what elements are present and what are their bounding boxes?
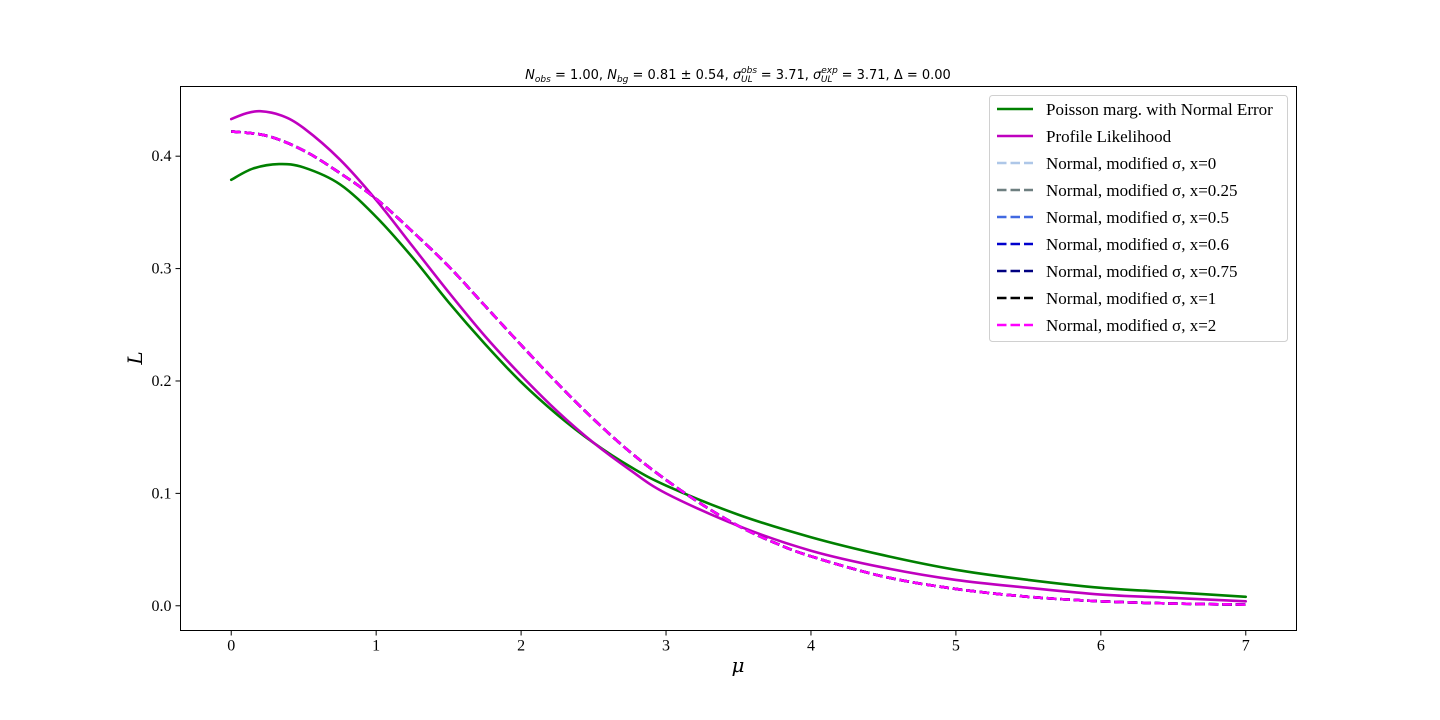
- legend-label-normal-modified-sigma-x-0-5: Normal, modified σ, x=0.5: [1046, 208, 1229, 227]
- title-sigma-exp-value: = 3.71,: [837, 68, 893, 83]
- title-n-bg-subscript: bg: [617, 75, 629, 85]
- y-tick-label: 0.3: [152, 261, 172, 278]
- x-tick-label: 5: [952, 638, 960, 655]
- title-n-obs-symbol: N: [525, 68, 535, 83]
- title-n-bg-symbol: N: [607, 68, 617, 83]
- x-tick-label: 3: [662, 638, 670, 655]
- legend-label-normal-modified-sigma-x-0-6: Normal, modified σ, x=0.6: [1046, 235, 1229, 254]
- y-tick-label: 0.0: [152, 598, 172, 615]
- x-tick-label: 7: [1242, 638, 1250, 655]
- y-tick-label: 0.1: [152, 485, 172, 502]
- legend-label-normal-modified-sigma-x-0-25: Normal, modified σ, x=0.25: [1046, 181, 1238, 200]
- legend: Poisson marg. with Normal Error Profile L…: [989, 95, 1288, 342]
- title-sigma-obs-superscript: obs: [741, 66, 757, 76]
- title-n-obs-value: = 1.00,: [551, 68, 607, 83]
- y-axis-label: L: [123, 351, 147, 365]
- x-axis-label: μ: [732, 653, 745, 677]
- title-sigma-obs-symbol: σ: [733, 68, 742, 83]
- legend-label-poisson-marg-with-normal-error: Poisson marg. with Normal Error: [1046, 100, 1273, 119]
- x-tick-label: 0: [227, 638, 235, 655]
- x-tick-label: 6: [1097, 638, 1105, 655]
- title-sigma-exp-subscript: UL: [821, 75, 833, 85]
- ticks-layer: 0 1 2 3 4 5 6 7 0.0 0.1 0.2 0.3 0.4: [152, 148, 1250, 654]
- chart-title: Nobs = 1.00, Nbg = 0.81 ± 0.54, σobs UL =…: [525, 66, 951, 85]
- y-tick-label: 0.2: [152, 373, 172, 390]
- legend-label-normal-modified-sigma-x-2: Normal, modified σ, x=2: [1046, 316, 1216, 335]
- legend-label-normal-modified-sigma-x-1: Normal, modified σ, x=1: [1046, 289, 1216, 308]
- title-sigma-exp-superscript: exp: [821, 66, 838, 76]
- title-sigma-obs-value: = 3.71,: [757, 68, 813, 83]
- series-line-profile-likelihood: [229, 109, 1248, 603]
- series-layer: [229, 109, 1248, 606]
- legend-box: [989, 95, 1288, 342]
- x-tick-label: 4: [807, 638, 815, 655]
- series-line-normal-modified-sigma-x-2: [231, 130, 1246, 606]
- title-sigma-exp-symbol: σ: [813, 68, 822, 83]
- legend-label-normal-modified-sigma-x-0: Normal, modified σ, x=0: [1046, 154, 1216, 173]
- title-delta: Δ = 0.00: [894, 68, 951, 83]
- x-tick-label: 1: [372, 638, 380, 655]
- title-sigma-obs-subscript: UL: [741, 75, 753, 85]
- y-tick-label: 0.4: [152, 148, 172, 165]
- legend-label-profile-likelihood: Profile Likelihood: [1046, 127, 1172, 146]
- title-n-bg-value: = 0.81 ± 0.54,: [628, 68, 732, 83]
- plot-frame: [180, 86, 1297, 631]
- x-tick-label: 2: [517, 638, 525, 655]
- title-n-obs-subscript: obs: [535, 75, 551, 85]
- legend-label-normal-modified-sigma-x-0-75: Normal, modified σ, x=0.75: [1046, 262, 1238, 281]
